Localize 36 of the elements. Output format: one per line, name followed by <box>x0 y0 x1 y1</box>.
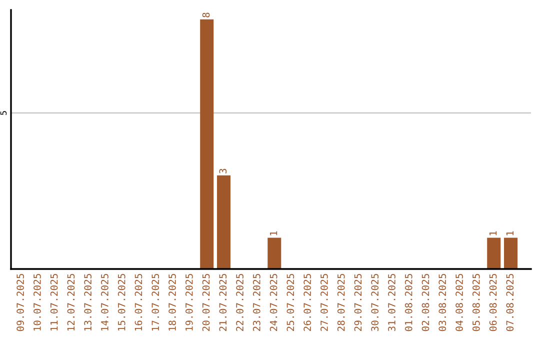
x-tick-label: 19.07.2025 <box>185 274 193 331</box>
x-tick-label: 16.07.2025 <box>134 274 142 331</box>
x-tick-label: 20.07.2025 <box>202 274 210 331</box>
x-tick-label: 30.07.2025 <box>371 274 379 332</box>
x-tick-label: 07.08.2025 <box>506 274 514 332</box>
x-tick-label: 04.08.2025 <box>456 274 463 332</box>
data-label: 8 <box>202 12 210 18</box>
x-tick-label: 26.07.2025 <box>304 274 311 331</box>
x-tick-label: 09.07.2025 <box>16 274 24 332</box>
x-tick-label: 13.07.2025 <box>84 274 92 331</box>
data-label: 1 <box>270 231 278 236</box>
x-tick-label: 11.07.2025 <box>50 274 58 331</box>
x-tick-label: 28.07.2025 <box>337 274 345 331</box>
x-tick-label: 22.07.2025 <box>236 274 244 331</box>
x-tick-label: 06.08.2025 <box>489 274 497 332</box>
x-tick-label: 05.08.2025 <box>472 274 480 332</box>
x-tick-label: 14.07.2025 <box>101 274 108 331</box>
x-tick-label: 01.08.2025 <box>404 274 412 332</box>
x-tick-label: 12.07.2025 <box>67 274 75 331</box>
x-tick-label: 27.07.2025 <box>320 274 328 331</box>
x-tick-label: 24.07.2025 <box>270 274 278 331</box>
x-tick-label: 21.07.2025 <box>219 274 227 331</box>
x-tick-label: 29.07.2025 <box>354 274 362 331</box>
x-tick-label: 31.07.2025 <box>388 274 396 332</box>
x-tick-label: 03.08.2025 <box>438 274 446 332</box>
data-label: 3 <box>219 168 227 174</box>
data-label: 1 <box>506 231 514 236</box>
x-tick-label: 23.07.2025 <box>252 274 260 331</box>
data-label: 1 <box>489 231 497 236</box>
x-tick-label: 17.07.2025 <box>152 274 160 331</box>
x-tick-label: 18.07.2025 <box>168 274 176 331</box>
x-tick-label: 15.07.2025 <box>118 274 126 331</box>
y-tick-label: 5 <box>0 111 7 115</box>
x-tick-label: 02.08.2025 <box>422 274 430 332</box>
x-tick-label: 10.07.2025 <box>34 274 41 331</box>
x-tick-label: 25.07.2025 <box>286 274 294 331</box>
